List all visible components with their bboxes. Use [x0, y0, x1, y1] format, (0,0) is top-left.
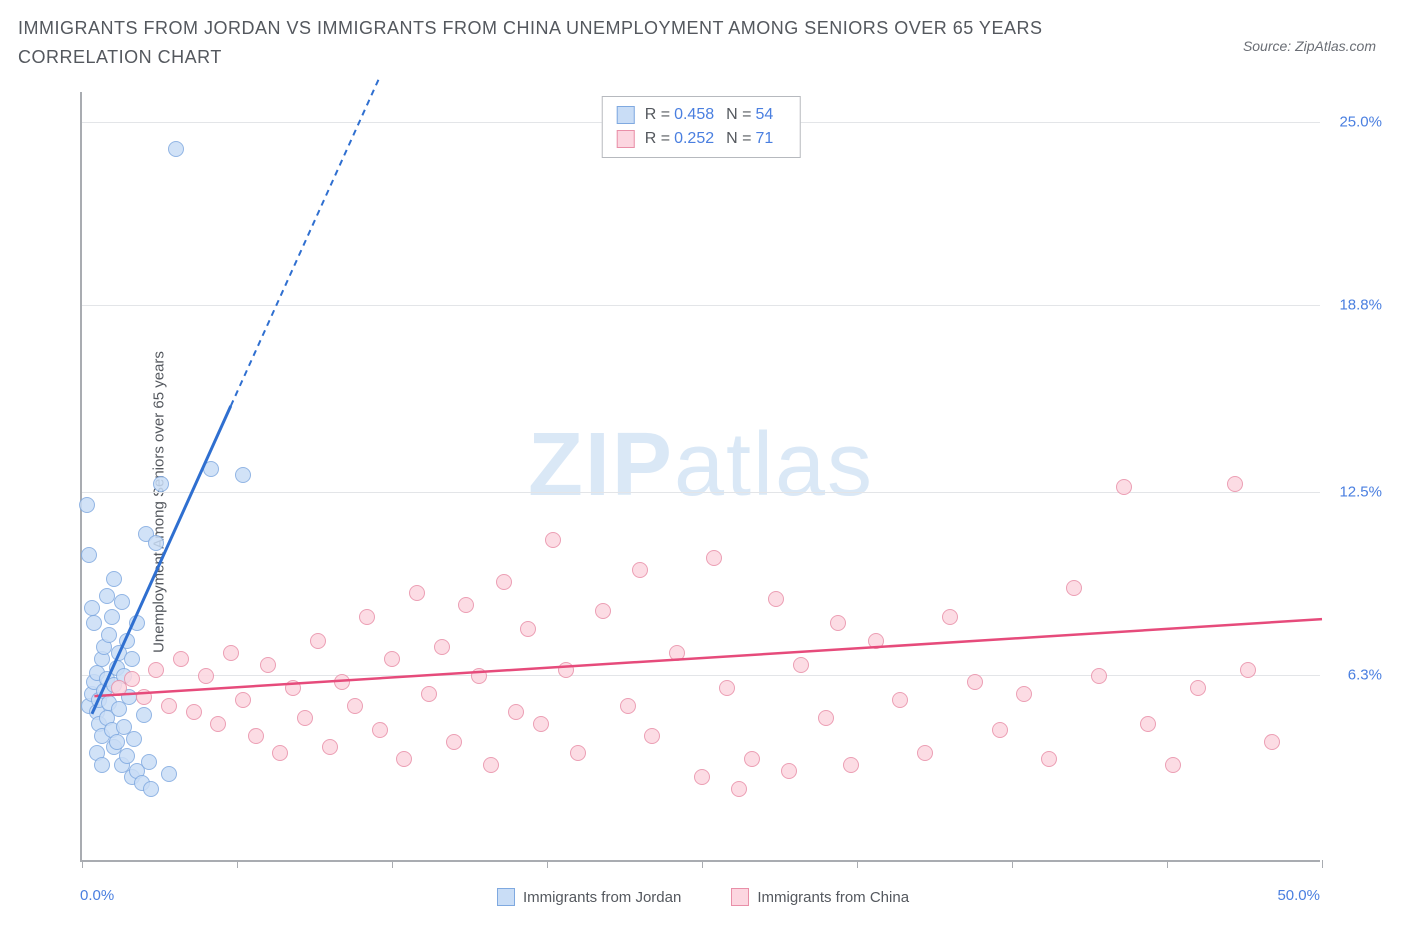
legend-item-jordan: Immigrants from Jordan: [497, 888, 681, 906]
y-tick-label: 25.0%: [1327, 113, 1382, 130]
stats-legend: R =0.458N =54 R =0.252N =71: [602, 96, 801, 158]
plot-area: ZIPatlas R =0.458N =54 R =0.252N =71 6.3…: [80, 92, 1320, 862]
trendline-jordan-dashed: [231, 77, 380, 406]
x-tick: [547, 860, 548, 868]
y-tick-label: 6.3%: [1327, 667, 1382, 684]
n-value-china: 71: [755, 130, 773, 147]
y-tick-label: 12.5%: [1327, 483, 1382, 500]
x-tick: [1167, 860, 1168, 868]
x-tick: [82, 860, 83, 868]
r-value-china: 0.252: [674, 130, 714, 147]
x-tick: [702, 860, 703, 868]
swatch-jordan: [617, 106, 635, 124]
legend-item-china: Immigrants from China: [731, 888, 909, 906]
source-label: Source: ZipAtlas.com: [1243, 38, 1376, 54]
x-tick: [237, 860, 238, 868]
stats-row-china: R =0.252N =71: [617, 127, 786, 151]
swatch-icon: [497, 888, 515, 906]
r-value-jordan: 0.458: [674, 106, 714, 123]
legend-label-jordan: Immigrants from Jordan: [523, 889, 681, 906]
trendline-jordan: [92, 406, 231, 714]
swatch-icon: [731, 888, 749, 906]
x-tick: [392, 860, 393, 868]
series-legend: Immigrants from Jordan Immigrants from C…: [18, 888, 1388, 906]
trend-lines: [82, 92, 1320, 860]
swatch-china: [617, 130, 635, 148]
x-tick: [1012, 860, 1013, 868]
trendline-china: [94, 619, 1322, 696]
x-tick: [1322, 860, 1323, 868]
stats-row-jordan: R =0.458N =54: [617, 103, 786, 127]
n-value-jordan: 54: [755, 106, 773, 123]
x-tick: [857, 860, 858, 868]
chart-title: IMMIGRANTS FROM JORDAN VS IMMIGRANTS FRO…: [18, 14, 1138, 72]
chart-container: Unemployment Among Seniors over 65 years…: [18, 92, 1388, 912]
legend-label-china: Immigrants from China: [757, 889, 909, 906]
y-tick-label: 18.8%: [1327, 297, 1382, 314]
